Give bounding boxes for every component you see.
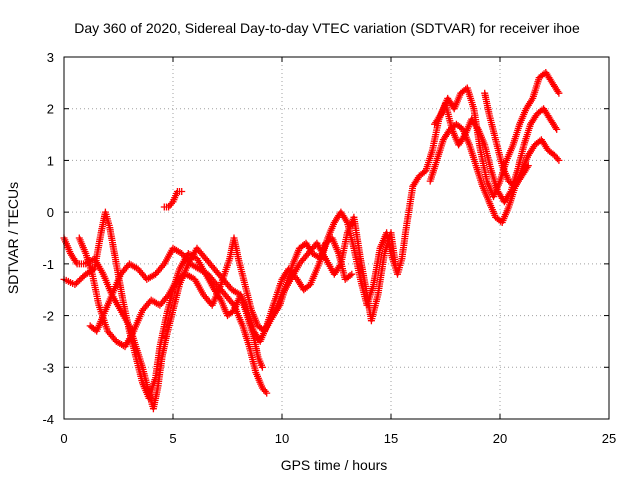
x-tick-label: 10 — [275, 431, 289, 446]
y-tick-label: -3 — [42, 360, 54, 375]
plus-markers — [481, 89, 532, 190]
x-axis-label: GPS time / hours — [281, 457, 388, 473]
axis-ticks: 0 5 10 15 20 25 -4 -3 -2 -1 0 1 2 3 — [42, 50, 616, 446]
plot-frame — [63, 56, 610, 420]
plus-markers — [160, 188, 186, 211]
series-track-8 — [431, 69, 563, 201]
y-tick-label: 2 — [47, 102, 54, 117]
chart-title: Day 360 of 2020, Sidereal Day-to-day VTE… — [74, 20, 580, 36]
plus-markers — [86, 244, 271, 397]
series-track-9 — [481, 89, 532, 190]
y-tick-label: 3 — [47, 50, 54, 65]
x-tick-label: 0 — [60, 431, 67, 446]
y-tick-label: 0 — [47, 205, 54, 220]
series-track-4 — [86, 244, 271, 397]
y-axis-label: SDTVAR / TECUs — [5, 182, 21, 294]
y-tick-label: -4 — [42, 412, 54, 427]
x-tick-label: 5 — [169, 431, 176, 446]
x-tick-label: 15 — [384, 431, 398, 446]
series-track-6 — [269, 100, 561, 320]
data-points — [60, 69, 563, 413]
x-tick-label: 25 — [602, 431, 616, 446]
y-tick-label: 1 — [47, 153, 54, 168]
y-tick-label: -2 — [42, 309, 54, 324]
x-tick-label: 20 — [493, 431, 507, 446]
plus-markers — [269, 100, 561, 320]
series-track-5 — [160, 188, 186, 211]
y-tick-label: -1 — [42, 257, 54, 272]
plus-markers — [431, 69, 563, 201]
grid-lines — [64, 57, 609, 419]
